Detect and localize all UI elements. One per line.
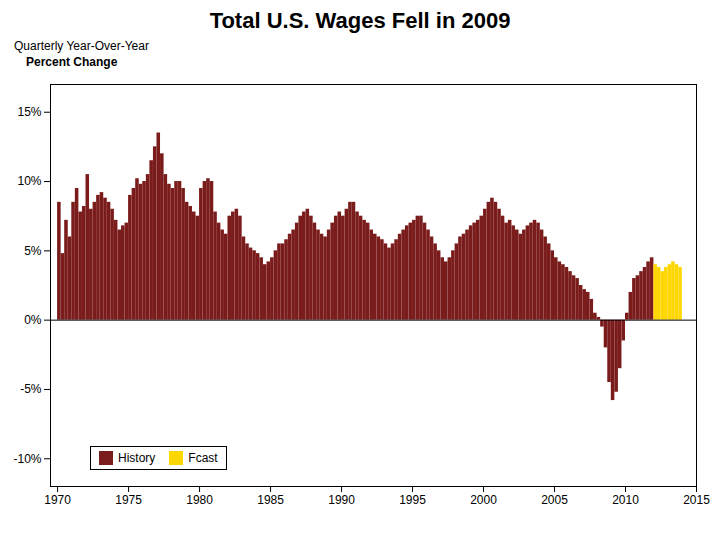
svg-text:2010: 2010 [612,493,639,507]
svg-text:2005: 2005 [541,493,568,507]
svg-text:15%: 15% [17,105,41,119]
svg-text:2015: 2015 [683,493,710,507]
html-text:Fcast: Fcast [188,451,218,465]
html-text:History: History [118,451,156,465]
html-text:Total U.S. Wages Fell in 2009: Total U.S. Wages Fell in 2009 [209,8,511,33]
svg-text:1975: 1975 [115,493,142,507]
svg-text:1980: 1980 [186,493,213,507]
svg-text:10%: 10% [17,174,41,188]
svg-text:-5%: -5% [20,382,42,396]
svg-text:5%: 5% [24,244,42,258]
svg-text:1985: 1985 [257,493,284,507]
html-text:Percent Change: Percent Change [26,55,118,69]
html-text:Quarterly Year-Over-Year: Quarterly Year-Over-Year [14,39,149,53]
svg-text:1970: 1970 [44,493,71,507]
svg-text:0%: 0% [24,313,42,327]
svg-text:2000: 2000 [470,493,497,507]
svg-text:-10%: -10% [13,452,41,466]
svg-text:1990: 1990 [328,493,355,507]
svg-text:1995: 1995 [399,493,426,507]
